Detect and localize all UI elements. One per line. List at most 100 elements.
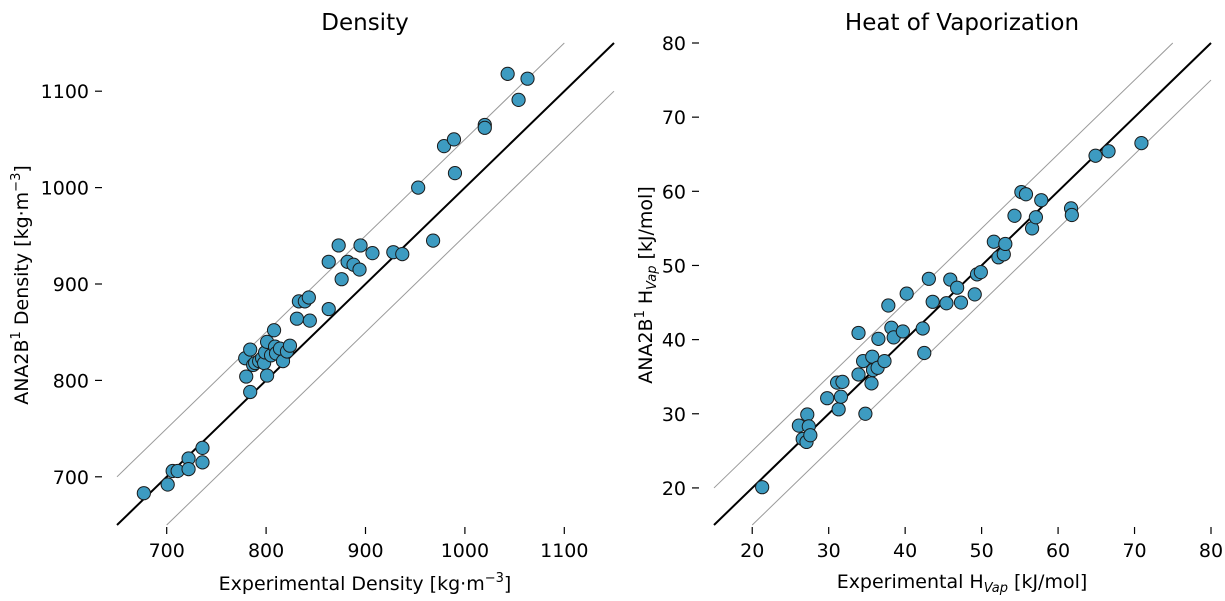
density-x-ticks: 700 800 900 1000 1100 (149, 527, 588, 562)
density-data-point (353, 238, 368, 253)
hvap-x-tick-label: 40 (893, 540, 917, 562)
density-y-tick-label: 1100 (41, 81, 89, 103)
density-data-point (302, 313, 317, 328)
density-data-point (160, 477, 175, 492)
hvap-data-point (1134, 136, 1149, 151)
density-data-point (321, 301, 336, 317)
hvap-data-point (925, 294, 940, 309)
hvap-data-point (953, 295, 969, 310)
density-data-point (365, 246, 380, 261)
density-data-point (301, 290, 316, 305)
density-data-point (511, 92, 526, 107)
hvap-y-tick-label: 60 (662, 181, 686, 203)
hvap-y-tick-label: 80 (662, 33, 686, 55)
hvap-data-point (939, 296, 954, 311)
density-x-tick-label: 1100 (540, 540, 588, 562)
hvap-x-tick-label: 70 (1122, 540, 1146, 562)
hvap-x-ticks: 20 30 40 50 60 70 80 (740, 527, 1223, 562)
density-data-point (331, 238, 346, 253)
hvap-data-point (921, 271, 936, 286)
hvap-x-tick-label: 20 (740, 540, 764, 562)
density-title: Density (321, 10, 408, 36)
hvap-data-point (851, 325, 866, 341)
hvap-data-point (833, 389, 849, 404)
hvap-data-point (1101, 144, 1116, 159)
density-data-point (520, 71, 535, 86)
density-x-tick-label: 800 (248, 540, 284, 562)
hvap-x-tick-label: 30 (817, 540, 841, 562)
hvap-upper-band-line (713, 42, 1174, 489)
density-data-point (266, 323, 282, 338)
density-x-tick-label: 700 (149, 540, 185, 562)
density-data-point (395, 247, 410, 262)
density-data-point (447, 166, 463, 181)
density-data-point (436, 139, 452, 154)
hvap-y-tick-label: 30 (662, 404, 686, 426)
density-data-point (411, 180, 426, 195)
hvap-y-tick-label: 20 (662, 478, 686, 500)
density-data-point (136, 486, 151, 501)
hvap-data-point (1064, 207, 1079, 223)
hvap-panel: Heat of Vaporization 20 30 40 50 60 70 80 20 30… (633, 10, 1223, 596)
density-data-point (321, 254, 336, 269)
density-y-tick-label: 900 (53, 274, 89, 296)
hvap-y-ticks: 20 30 40 50 60 70 80 (662, 33, 699, 500)
hvap-data-point (755, 480, 770, 495)
hvap-data-point (881, 298, 896, 313)
hvap-data-point (820, 391, 835, 406)
density-data-point (243, 342, 258, 357)
hvap-x-tick-label: 60 (1046, 540, 1070, 562)
density-lower-band-line (166, 90, 615, 526)
hvap-points (755, 136, 1149, 495)
density-data-point (259, 368, 275, 383)
hvap-data-point (1007, 208, 1022, 223)
hvap-data-point (877, 354, 892, 369)
hvap-data-point (803, 428, 818, 443)
hvap-x-axis-label: Experimental HVap [kJ/mol] (837, 571, 1088, 596)
hvap-data-point (831, 402, 846, 417)
hvap-title: Heat of Vaporization (845, 10, 1079, 36)
density-y-axis-label: ANA2B1 Density [kg·m−3] (9, 165, 33, 405)
hvap-data-point (915, 321, 930, 336)
hvap-data-point (895, 324, 910, 339)
density-data-point (500, 66, 515, 81)
hvap-x-tick-label: 80 (1199, 540, 1223, 562)
density-data-point (477, 120, 492, 135)
density-panel: Density 700 800 900 1000 1100 700 800 900 1000 1… (9, 10, 615, 595)
density-upper-band-line (116, 42, 565, 478)
density-data-point (282, 338, 298, 353)
hvap-data-point (864, 376, 879, 391)
hvap-y-tick-label: 70 (662, 107, 686, 129)
density-data-point (425, 233, 441, 248)
hvap-data-point (851, 367, 866, 382)
density-data-point (239, 369, 254, 384)
density-x-tick-label: 900 (347, 540, 383, 562)
density-y-tick-label: 800 (53, 370, 89, 392)
hvap-data-point (858, 406, 873, 421)
hvap-data-point (1018, 187, 1034, 202)
density-data-point (334, 272, 349, 287)
hvap-data-point (1034, 193, 1049, 208)
hvap-data-point (1088, 148, 1103, 163)
density-y-tick-label: 1000 (41, 178, 89, 200)
hvap-data-point (973, 265, 988, 280)
hvap-data-point (1028, 210, 1044, 225)
density-data-point (195, 455, 210, 470)
hvap-data-point (986, 234, 1001, 249)
hvap-data-point (950, 280, 965, 295)
density-data-point (446, 132, 462, 147)
hvap-x-tick-label: 50 (970, 540, 994, 562)
density-x-axis-label: Experimental Density [kg·m−3] (219, 571, 512, 595)
hvap-data-point (967, 287, 982, 302)
hvap-data-point (800, 407, 815, 422)
hvap-data-point (917, 345, 932, 361)
hvap-data-point (871, 331, 886, 346)
density-points (136, 66, 535, 501)
hvap-y-tick-label: 50 (662, 255, 686, 277)
hvap-data-point (998, 236, 1013, 252)
density-data-point (289, 311, 305, 326)
density-data-point (243, 384, 258, 400)
density-y-ticks: 700 800 900 1000 1100 (41, 81, 102, 489)
